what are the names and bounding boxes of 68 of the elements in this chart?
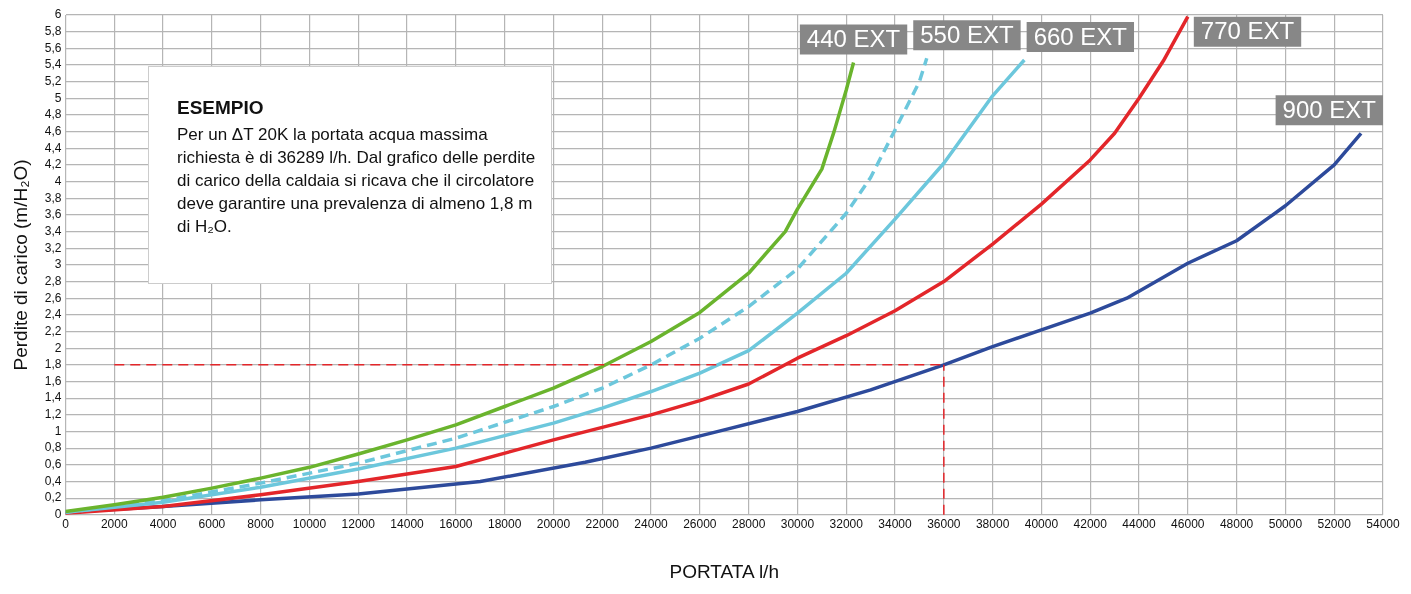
annotation: Per un ΔT 20K la portata acqua massima richiesta è di 36289 l/h. Dal grafico delle perdite di carico della caldaia si ricava che il circolatore deve garantire una prevalenza di almeno 1,8 m di H₂O. <box>177 124 537 238</box>
y-tick-label: 6 <box>54 7 62 22</box>
y-tick-label: 0,4 <box>44 473 62 488</box>
x-tick-label: 52000 <box>1317 517 1352 532</box>
x-tick-label: 22000 <box>585 517 620 532</box>
y-tick-label: 2,4 <box>44 307 62 322</box>
x-tick-label: 18000 <box>487 517 522 532</box>
x-tick-label: 16000 <box>439 517 473 532</box>
series-label: 550 EXT <box>920 20 1014 48</box>
y-tick-label: 1 <box>54 423 62 438</box>
y-tick-label: 1,8 <box>44 357 62 372</box>
y-tick-label: 3 <box>54 257 62 272</box>
y-tick-label: 0,8 <box>44 440 62 455</box>
x-tick-label: 24000 <box>634 517 669 532</box>
x-tick-label: 2000 <box>100 517 128 532</box>
series-label: 660 EXT <box>1033 22 1128 50</box>
y-tick-label: 2 <box>54 340 62 355</box>
y-tick-label: 1,4 <box>44 390 62 405</box>
y-tick-label: 4,6 <box>44 123 62 138</box>
x-tick-label: 50000 <box>1268 517 1303 532</box>
x-tick-label: 44000 <box>1122 517 1157 532</box>
y-tick-label: 2,2 <box>44 323 62 338</box>
y-tick-label: 1,2 <box>44 407 62 422</box>
x-tick-label: 34000 <box>878 517 913 532</box>
y-tick-label: 3,4 <box>44 223 62 238</box>
y-tick-label: 3,2 <box>44 240 62 255</box>
series-label: 440 EXT <box>806 25 901 53</box>
x-tick-label: 40000 <box>1024 517 1059 532</box>
series-label: 900 EXT <box>1282 95 1377 123</box>
x-tick-label: 14000 <box>390 517 425 532</box>
y-axis-title: Perdite di carico (m/H₂O) <box>9 159 31 371</box>
series-label: 770 EXT <box>1200 17 1295 45</box>
x-tick-label: 42000 <box>1073 517 1108 532</box>
x-tick-label: 6000 <box>198 517 226 532</box>
note-panel: ESEMPIO Per un ΔT 20K la portata acqua massima richiesta è di 36289 l/h. Dal grafico delle perdite di carico della caldaia si ricava che il circolatore deve garantire una prevalenza di almeno 1,8 m di H₂O. <box>148 66 552 284</box>
y-tick-label: 3,8 <box>44 190 62 205</box>
x-tick-label: 26000 <box>683 517 717 532</box>
x-tick-label: 28000 <box>731 517 766 532</box>
x-tick-label: 36000 <box>927 517 961 532</box>
x-tick-label: 20000 <box>536 517 571 532</box>
y-tick-label: 2,8 <box>44 273 62 288</box>
y-tick-label: 1,6 <box>44 373 62 388</box>
y-tick-label: 5,8 <box>44 23 62 38</box>
y-tick-label: 4 <box>54 173 62 188</box>
x-tick-label: 32000 <box>829 517 864 532</box>
y-tick-label: 0,6 <box>44 457 62 472</box>
y-tick-label: 4,8 <box>44 107 62 122</box>
x-tick-label: 10000 <box>292 517 327 532</box>
x-tick-label: 38000 <box>975 517 1010 532</box>
y-tick-label: 3,6 <box>44 207 62 222</box>
y-tick-label: 2,6 <box>44 290 62 305</box>
annotation: ESEMPIO <box>177 97 265 119</box>
y-tick-label: 5,4 <box>44 57 62 72</box>
y-tick-label: 4,4 <box>44 140 62 155</box>
x-tick-label: 54000 <box>1366 517 1401 532</box>
x-tick-label: 12000 <box>341 517 376 532</box>
x-tick-label: 4000 <box>149 517 177 532</box>
y-tick-label: 0,2 <box>44 490 62 505</box>
y-tick-label: 4,2 <box>44 157 62 172</box>
y-tick-label: 5,6 <box>44 40 62 55</box>
x-axis-title: PORTATA l/h <box>669 560 779 582</box>
x-tick-label: 8000 <box>247 517 275 532</box>
y-tick-label: 0 <box>54 507 62 522</box>
y-tick-label: 5,2 <box>44 73 62 88</box>
x-tick-label: 46000 <box>1171 517 1205 532</box>
y-tick-label: 5 <box>54 90 62 105</box>
x-tick-label: 48000 <box>1219 517 1254 532</box>
x-tick-label: 30000 <box>780 517 815 532</box>
